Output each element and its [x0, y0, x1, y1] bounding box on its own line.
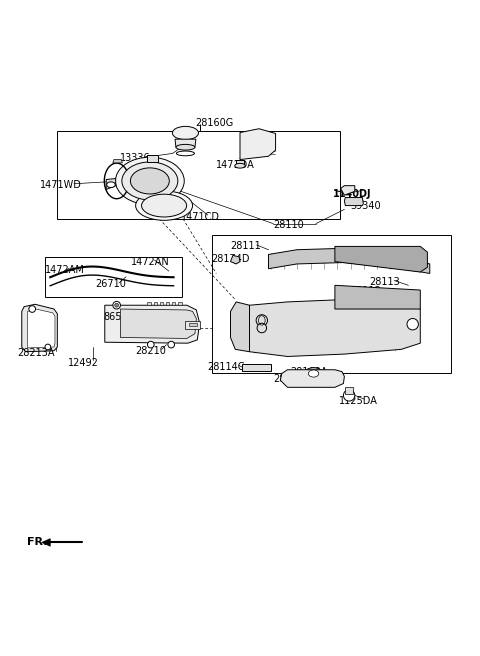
Bar: [45, 257, 182, 297]
Text: 28174D: 28174D: [212, 255, 250, 264]
Text: 39340: 39340: [350, 201, 381, 211]
Text: 28160A: 28160A: [290, 367, 327, 377]
Polygon shape: [147, 155, 158, 162]
Text: 28111: 28111: [230, 241, 261, 251]
Ellipse shape: [122, 162, 178, 200]
Polygon shape: [166, 302, 169, 305]
Polygon shape: [236, 159, 244, 166]
Ellipse shape: [107, 182, 115, 188]
Text: 28160: 28160: [236, 318, 267, 328]
Circle shape: [407, 319, 419, 330]
Text: 1140DJ: 1140DJ: [333, 189, 371, 199]
Polygon shape: [42, 539, 50, 546]
Text: 28213A: 28213A: [17, 348, 55, 358]
Polygon shape: [27, 309, 55, 348]
Text: 28112: 28112: [350, 286, 381, 296]
Polygon shape: [113, 159, 122, 163]
Ellipse shape: [116, 157, 184, 205]
Polygon shape: [172, 302, 176, 305]
Polygon shape: [120, 309, 196, 338]
Polygon shape: [335, 247, 427, 272]
Polygon shape: [185, 321, 200, 329]
Bar: [57, 131, 340, 219]
Polygon shape: [175, 139, 196, 147]
Polygon shape: [344, 197, 363, 205]
Polygon shape: [189, 323, 197, 325]
Polygon shape: [147, 302, 151, 305]
Text: 86590: 86590: [103, 312, 134, 321]
Circle shape: [115, 303, 119, 307]
Polygon shape: [105, 305, 200, 343]
Ellipse shape: [136, 191, 192, 220]
Ellipse shape: [177, 151, 194, 155]
Text: 12492: 12492: [68, 358, 99, 367]
Ellipse shape: [304, 367, 323, 379]
Polygon shape: [160, 302, 163, 305]
Circle shape: [257, 323, 266, 333]
Ellipse shape: [235, 163, 245, 168]
Text: FR.: FR.: [27, 537, 48, 548]
Polygon shape: [106, 178, 116, 190]
Ellipse shape: [131, 168, 169, 194]
Bar: [212, 236, 451, 373]
Text: 28210: 28210: [136, 346, 167, 356]
Circle shape: [29, 306, 36, 312]
Polygon shape: [230, 302, 250, 352]
Polygon shape: [250, 300, 420, 356]
Text: 13336: 13336: [120, 153, 151, 163]
Circle shape: [113, 301, 120, 309]
Ellipse shape: [172, 127, 199, 140]
Text: 28161G: 28161G: [236, 325, 275, 335]
Text: 1471DA: 1471DA: [216, 160, 255, 170]
Polygon shape: [179, 302, 181, 305]
Circle shape: [45, 344, 51, 350]
Polygon shape: [230, 255, 240, 264]
Text: 1472AN: 1472AN: [131, 256, 169, 266]
Circle shape: [343, 390, 355, 401]
Circle shape: [147, 341, 154, 348]
Text: 28110: 28110: [273, 220, 304, 230]
Text: 28160G: 28160G: [195, 118, 233, 128]
Ellipse shape: [308, 370, 319, 377]
Text: 28113: 28113: [369, 277, 400, 287]
Text: 28114C: 28114C: [207, 362, 244, 372]
Circle shape: [256, 315, 267, 326]
Polygon shape: [22, 304, 57, 352]
Polygon shape: [154, 302, 157, 305]
Text: 1471CD: 1471CD: [180, 213, 220, 222]
Polygon shape: [280, 370, 344, 387]
Polygon shape: [240, 129, 276, 159]
Ellipse shape: [142, 194, 187, 217]
Polygon shape: [268, 248, 430, 274]
Polygon shape: [345, 387, 353, 394]
Text: 26710: 26710: [96, 279, 126, 289]
Text: 1471WD: 1471WD: [40, 180, 82, 190]
Text: 28169: 28169: [273, 374, 304, 384]
Polygon shape: [335, 285, 420, 309]
Polygon shape: [242, 363, 271, 371]
Ellipse shape: [176, 144, 195, 150]
Polygon shape: [341, 186, 355, 195]
Text: 28171K: 28171K: [383, 323, 420, 333]
Text: 1472AM: 1472AM: [45, 265, 84, 275]
Circle shape: [168, 341, 175, 348]
Text: 1125DA: 1125DA: [339, 396, 378, 406]
